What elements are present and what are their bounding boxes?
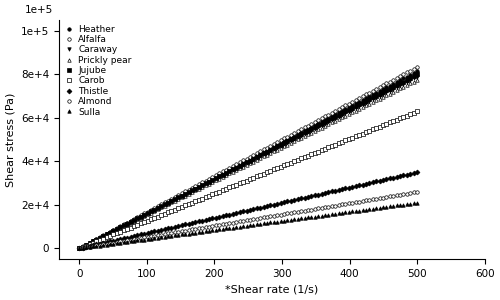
- Caraway: [397, 83, 403, 87]
- Prickly pear: [155, 207, 161, 211]
- Thistle: [278, 201, 283, 205]
- Heather: [278, 141, 283, 145]
- Alfalfa: [250, 153, 256, 157]
- Prickly pear: [414, 78, 420, 82]
- Sulla: [76, 247, 82, 250]
- Alfalfa: [155, 204, 161, 208]
- Carob: [414, 110, 420, 113]
- Sulla: [414, 201, 420, 205]
- Prickly pear: [397, 87, 403, 90]
- Thistle: [141, 232, 147, 236]
- Carob: [141, 220, 147, 224]
- Line: Almond: Almond: [78, 190, 419, 250]
- Prickly pear: [387, 92, 393, 95]
- Heather: [155, 206, 161, 209]
- Jujube: [76, 247, 82, 250]
- Prickly pear: [278, 146, 283, 150]
- Line: Heather: Heather: [78, 70, 419, 250]
- Sulla: [141, 238, 147, 241]
- Line: Caraway: Caraway: [78, 75, 419, 250]
- Jujube: [155, 206, 161, 210]
- Carob: [397, 116, 403, 120]
- Heather: [387, 84, 393, 87]
- Carob: [250, 176, 256, 180]
- Jujube: [414, 73, 420, 76]
- Caraway: [155, 207, 161, 210]
- Line: Sulla: Sulla: [78, 201, 419, 250]
- Prickly pear: [250, 160, 256, 164]
- Alfalfa: [278, 138, 283, 142]
- Caraway: [387, 89, 393, 92]
- Caraway: [76, 247, 82, 250]
- Prickly pear: [76, 247, 82, 250]
- Almond: [387, 195, 393, 198]
- Prickly pear: [141, 214, 147, 218]
- Thistle: [76, 247, 82, 250]
- Alfalfa: [414, 65, 420, 69]
- Jujube: [278, 143, 283, 146]
- Jujube: [141, 213, 147, 217]
- Sulla: [278, 219, 283, 223]
- Thistle: [414, 170, 420, 174]
- Carob: [387, 121, 393, 124]
- Heather: [76, 247, 82, 250]
- Almond: [278, 213, 283, 216]
- Almond: [250, 218, 256, 221]
- Caraway: [414, 75, 420, 79]
- Caraway: [141, 214, 147, 217]
- Alfalfa: [141, 212, 147, 215]
- Sulla: [387, 205, 393, 208]
- Y-axis label: Shear stress (Pa): Shear stress (Pa): [6, 92, 16, 187]
- X-axis label: *Shear rate (1/s): *Shear rate (1/s): [225, 284, 318, 294]
- Heather: [141, 212, 147, 216]
- Almond: [141, 236, 147, 239]
- Thistle: [155, 229, 161, 232]
- Jujube: [387, 87, 393, 90]
- Line: Prickly pear: Prickly pear: [78, 78, 419, 250]
- Almond: [397, 193, 403, 196]
- Legend: Heather, Alfalfa, Caraway, Prickly pear, Jujube, Carob, Thistle, Almond, Sulla: Heather, Alfalfa, Caraway, Prickly pear,…: [62, 23, 133, 118]
- Heather: [414, 69, 420, 73]
- Carob: [155, 215, 161, 218]
- Alfalfa: [387, 80, 393, 83]
- Almond: [155, 233, 161, 237]
- Heather: [250, 155, 256, 159]
- Sulla: [250, 223, 256, 226]
- Heather: [397, 78, 403, 82]
- Carob: [278, 165, 283, 169]
- Carob: [76, 247, 82, 250]
- Almond: [76, 247, 82, 250]
- Text: 1e+5: 1e+5: [25, 5, 54, 15]
- Alfalfa: [76, 247, 82, 250]
- Line: Thistle: Thistle: [78, 170, 419, 250]
- Line: Alfalfa: Alfalfa: [78, 65, 419, 250]
- Alfalfa: [397, 74, 403, 78]
- Sulla: [397, 203, 403, 207]
- Caraway: [250, 158, 256, 162]
- Line: Carob: Carob: [77, 109, 419, 251]
- Almond: [414, 190, 420, 194]
- Sulla: [155, 236, 161, 239]
- Thistle: [387, 177, 393, 180]
- Thistle: [250, 207, 256, 211]
- Line: Jujube: Jujube: [78, 73, 419, 250]
- Jujube: [397, 82, 403, 85]
- Jujube: [250, 157, 256, 160]
- Thistle: [397, 174, 403, 178]
- Caraway: [278, 144, 283, 148]
